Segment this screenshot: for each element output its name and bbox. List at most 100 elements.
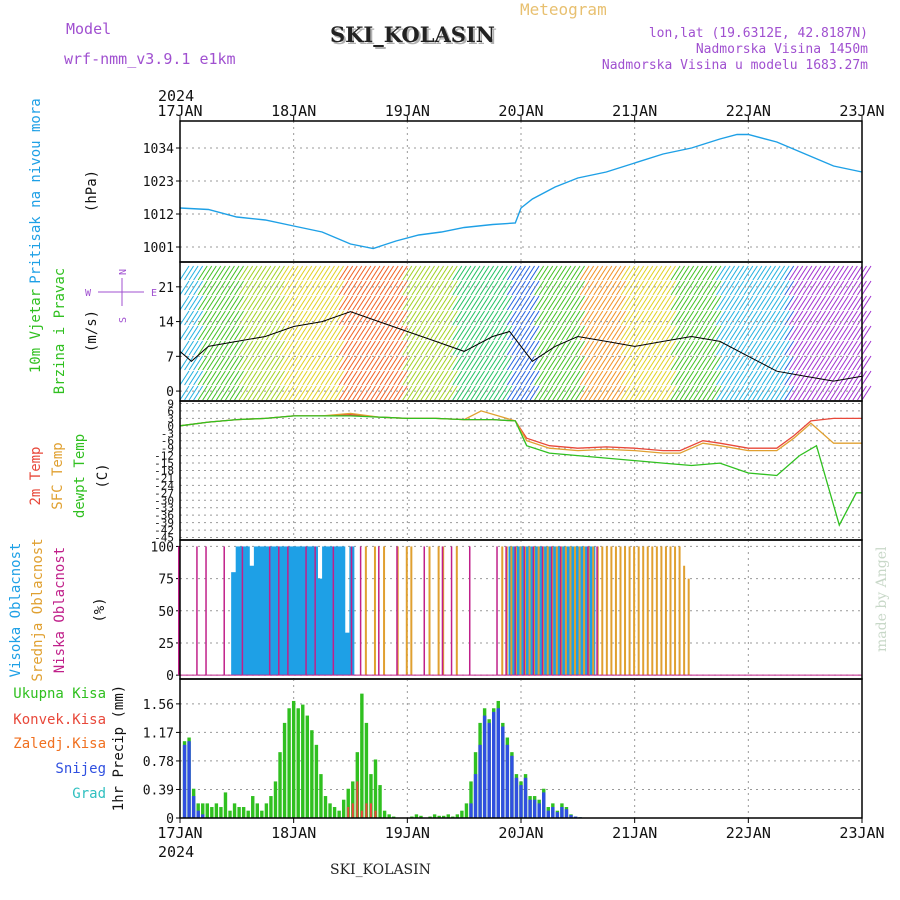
wind-barb bbox=[656, 355, 667, 371]
wind-barb bbox=[311, 280, 322, 296]
wind-barb bbox=[847, 265, 858, 281]
wind-barb bbox=[320, 295, 331, 311]
wind-barb bbox=[556, 370, 567, 386]
wind-barb bbox=[502, 265, 513, 281]
precip-snow-bar bbox=[478, 744, 482, 818]
wind-barb bbox=[356, 385, 367, 401]
wind-barb bbox=[375, 280, 385, 296]
wind-barb bbox=[302, 325, 313, 341]
wind-barb bbox=[234, 385, 244, 401]
wind-barb bbox=[429, 340, 440, 356]
wind-barb bbox=[807, 355, 817, 371]
cloud-low-bar bbox=[441, 546, 444, 676]
wind-barb bbox=[797, 265, 808, 281]
wind-barb bbox=[584, 280, 595, 296]
wind-barb bbox=[793, 280, 804, 296]
wind-barb bbox=[388, 355, 399, 371]
wind-barb bbox=[211, 385, 222, 401]
wind-barb bbox=[211, 265, 222, 281]
wind-barb bbox=[456, 265, 467, 281]
wind-barb bbox=[547, 370, 558, 386]
wind-barb bbox=[538, 280, 549, 296]
wind-barb bbox=[538, 385, 549, 401]
wind-barb bbox=[616, 265, 626, 281]
wind-barb bbox=[493, 310, 504, 326]
wind-barb bbox=[516, 325, 526, 341]
wind-barb bbox=[215, 295, 226, 311]
wind-barb bbox=[611, 265, 622, 281]
wind-barb bbox=[347, 280, 358, 296]
wind-barb bbox=[852, 280, 863, 296]
wind-barb bbox=[629, 355, 640, 371]
cloud-low-bar bbox=[287, 546, 289, 676]
x-tick-label-top: 18JAN bbox=[271, 102, 316, 120]
cloud-mid-bar bbox=[646, 546, 649, 676]
wind-barb bbox=[179, 310, 190, 326]
wind-barb bbox=[684, 370, 695, 386]
wind-barb bbox=[479, 265, 490, 281]
wind-barb bbox=[402, 385, 413, 401]
cloud-high-bar bbox=[258, 546, 264, 676]
cloud-low-bar bbox=[278, 546, 280, 676]
wind-barb bbox=[297, 310, 308, 326]
wind-barb bbox=[570, 265, 581, 281]
wind-barb bbox=[761, 355, 772, 371]
cloud-high-bar bbox=[272, 546, 278, 676]
precip-total-legend: Ukupna Kisa bbox=[13, 686, 106, 702]
wind-barb bbox=[320, 340, 331, 356]
wind-barb bbox=[379, 355, 390, 371]
wind-barb bbox=[625, 310, 635, 326]
wind-barb bbox=[629, 385, 640, 401]
wind-barb bbox=[384, 340, 395, 356]
cloud-low-bar bbox=[178, 546, 180, 676]
precip-total-bar bbox=[241, 807, 246, 818]
wind-barb bbox=[602, 340, 613, 356]
wind-barb bbox=[275, 355, 285, 371]
wind-barb bbox=[620, 370, 631, 386]
wind-barb bbox=[634, 265, 645, 281]
wind-barb bbox=[788, 355, 799, 371]
wind-barb bbox=[702, 325, 713, 341]
wind-barb bbox=[666, 370, 676, 386]
wind-barb bbox=[356, 325, 367, 341]
wind-barb bbox=[593, 280, 604, 296]
wind-barb bbox=[725, 325, 736, 341]
wind-barb bbox=[802, 280, 813, 296]
wind-barb bbox=[766, 325, 776, 341]
wind-barb bbox=[606, 280, 617, 296]
cloud-mid-bar bbox=[655, 546, 658, 676]
wind-barb bbox=[843, 355, 854, 371]
precip-total-bar bbox=[378, 785, 382, 818]
wind-barb bbox=[184, 280, 194, 296]
cloud-high-bar bbox=[340, 546, 346, 676]
elevation-model: Nadmorska Visina u modelu 1683.27m bbox=[601, 58, 868, 73]
wind-barb bbox=[447, 385, 458, 401]
wind-barb bbox=[284, 310, 294, 326]
wind-barb bbox=[811, 355, 822, 371]
precip-panel: 00.390.781.171.56 bbox=[143, 678, 863, 827]
wind-barb bbox=[807, 385, 817, 401]
wind-barb bbox=[265, 325, 276, 341]
precip-snow-bar bbox=[505, 744, 510, 818]
wind-barb bbox=[547, 355, 558, 371]
wind-barb bbox=[206, 385, 217, 401]
wind-barb bbox=[743, 265, 754, 281]
wind-barb bbox=[816, 265, 826, 281]
wind-barb bbox=[602, 265, 613, 281]
wind-barb bbox=[325, 370, 335, 386]
wind-barb bbox=[261, 280, 272, 296]
wind-barb bbox=[406, 280, 417, 296]
wind-barb bbox=[356, 340, 367, 356]
cloud-mid-bar bbox=[528, 546, 531, 676]
wind-barb bbox=[679, 325, 690, 341]
wind-barb bbox=[647, 280, 658, 296]
cloud-low-bar bbox=[496, 546, 498, 676]
wind-barb bbox=[552, 385, 563, 401]
wind-barb bbox=[275, 370, 285, 386]
wind-barb bbox=[747, 295, 758, 311]
wind-barb bbox=[261, 385, 272, 401]
wind-barb bbox=[770, 310, 781, 326]
wind-barb bbox=[397, 355, 408, 371]
wind-barb bbox=[852, 385, 863, 401]
wind-barb bbox=[675, 355, 686, 371]
